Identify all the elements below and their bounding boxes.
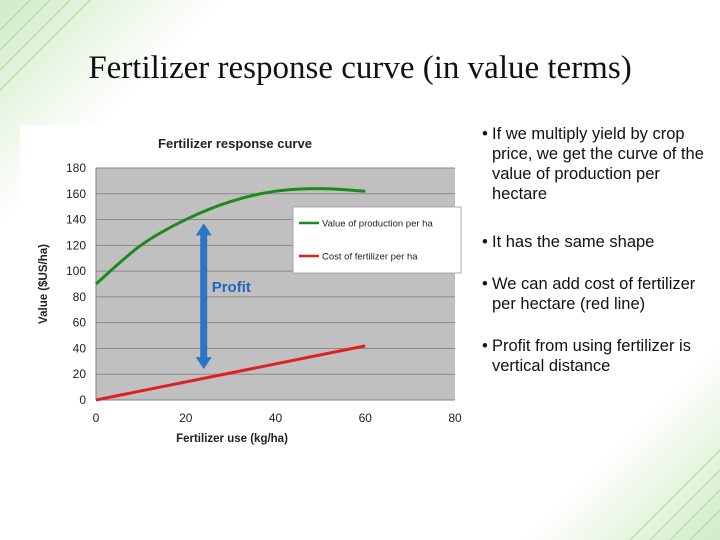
- chart-panel: 0 20 40 60 80 100 120 140 160 180 0 20 40 60 80 Profi…: [20, 125, 475, 455]
- bullet-text: Profit from using fertilizer is vertical…: [492, 337, 691, 375]
- y-tick-label: 140: [66, 213, 86, 227]
- bullet-text: We can add cost of fertilizer per hectar…: [492, 275, 696, 313]
- bullet-icon: •: [482, 233, 488, 251]
- bullet-icon: •: [482, 337, 488, 355]
- profit-arrow-head-bottom: [195, 357, 212, 370]
- bullet-list: • If we multiply yield by crop price, we…: [482, 124, 714, 376]
- slide-title: Fertilizer response curve (in value term…: [88, 50, 632, 86]
- bullet-text: If we multiply yield by crop price, we g…: [492, 125, 704, 203]
- bullet-item: • We can add cost of fertilizer per hect…: [482, 274, 714, 314]
- y-tick-label: 20: [73, 367, 87, 381]
- profit-arrow-head-top: [195, 223, 212, 236]
- y-tick-label: 60: [73, 316, 87, 330]
- fertilizer-response-chart: 0 20 40 60 80 100 120 140 160 180 0 20 40 60 80 Profi…: [38, 136, 462, 445]
- x-tick-label: 40: [269, 411, 283, 425]
- bullet-text: It has the same shape: [492, 233, 655, 251]
- bullet-item: • Profit from using fertilizer is vertic…: [482, 336, 714, 376]
- x-axis-title: Fertilizer use (kg/ha): [176, 433, 288, 445]
- profit-label: Profit: [212, 279, 251, 296]
- y-tick-label: 0: [79, 393, 86, 407]
- x-tick-label: 20: [179, 411, 193, 425]
- chart-title: Fertilizer response curve: [158, 136, 312, 151]
- corner-decoration-top-left: [0, 0, 91, 91]
- y-tick-label: 180: [66, 161, 86, 175]
- corner-decoration-bottom-right: [629, 449, 720, 540]
- bullet-icon: •: [482, 125, 488, 143]
- y-tick-label: 120: [66, 238, 86, 252]
- x-tick-label: 80: [448, 411, 462, 425]
- x-tick-label: 0: [93, 411, 100, 425]
- y-tick-label: 40: [73, 341, 87, 355]
- legend-label: Cost of fertilizer per ha: [322, 252, 418, 263]
- y-tick-label: 160: [66, 187, 86, 201]
- y-axis-title: Value ($US/ha): [38, 244, 50, 324]
- cost-of-fertilizer-line: [95, 344, 366, 402]
- legend-box: [292, 206, 462, 274]
- x-tick-labels: 0 20 40 60 80: [93, 411, 462, 425]
- legend-label: Value of production per ha: [322, 219, 433, 230]
- x-tick-label: 60: [359, 411, 373, 425]
- y-tick-label: 100: [66, 264, 86, 278]
- bullet-icon: •: [482, 275, 488, 293]
- y-tick-label: 80: [73, 290, 87, 304]
- bullet-item: • If we multiply yield by crop price, we…: [482, 124, 714, 204]
- profit-arrow-group: Profit: [195, 223, 251, 370]
- bullet-item: • It has the same shape: [482, 232, 714, 252]
- legend: Value of production per ha Cost of fertil…: [292, 206, 462, 274]
- series-lines: [95, 187, 366, 402]
- y-tick-labels: 0 20 40 60 80 100 120 140 160 180: [66, 161, 86, 407]
- value-of-production-line: [95, 187, 366, 286]
